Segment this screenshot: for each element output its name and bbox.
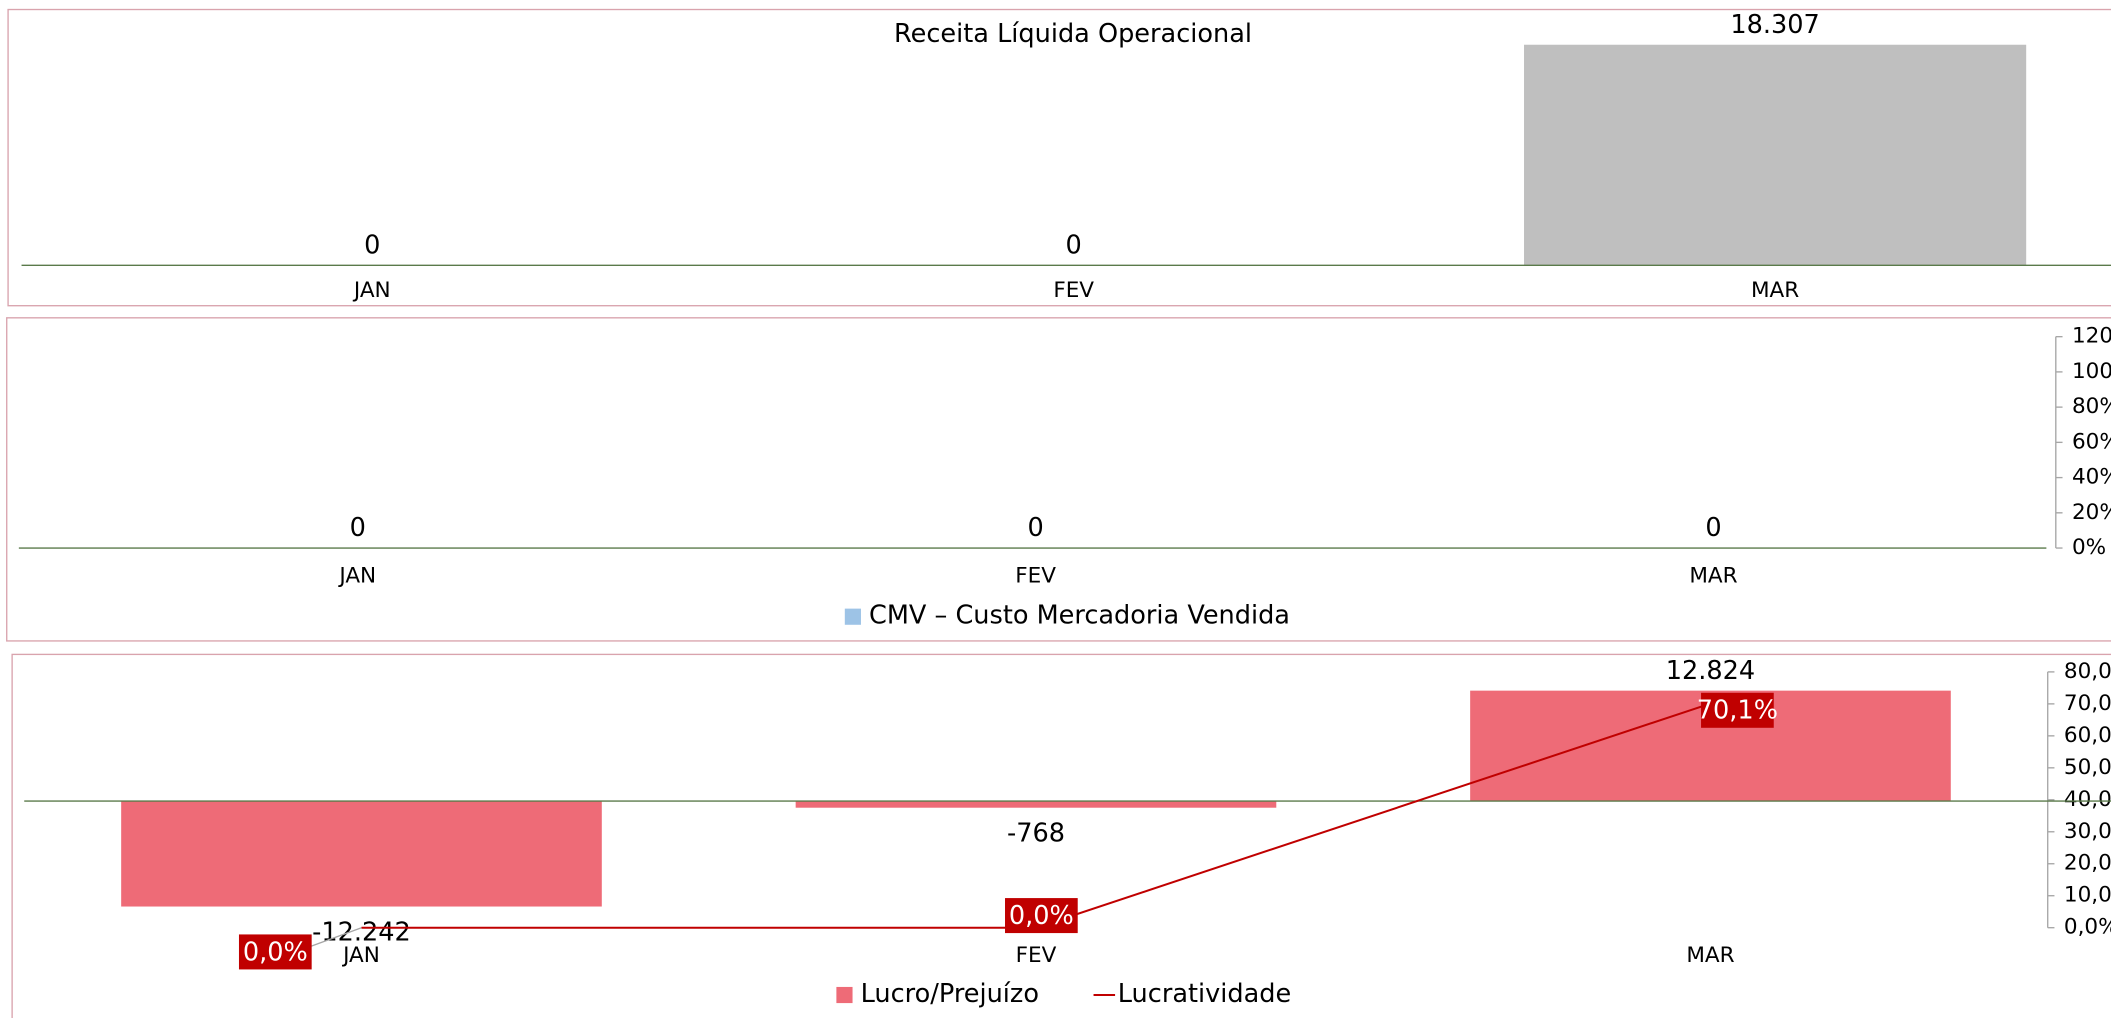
panel	[7, 8, 2111, 307]
y2-tick-label: 20,0%	[2064, 851, 2111, 876]
data-label: 0	[350, 513, 366, 543]
data-label: 0	[1066, 230, 1082, 260]
y2-tick-label: 20%	[2072, 500, 2111, 525]
x-tick-label: FEV	[1015, 563, 1056, 588]
y2-tick-label: 30,0%	[2064, 819, 2111, 844]
y2-tick-label: 80%	[2072, 394, 2111, 419]
x-tick-label: MAR	[1751, 278, 1799, 303]
y2-tick-label: 40%	[2072, 465, 2111, 490]
label-box	[1701, 692, 1774, 728]
x-tick-label: MAR	[1689, 563, 1737, 588]
data-label: 70,1%	[1697, 696, 1778, 726]
x-tick-label: JAN	[352, 278, 391, 303]
chart-title: Receita Líquida Operacional	[894, 19, 1252, 49]
data-label: 18.307	[1730, 10, 1819, 40]
data-label: -768	[1007, 819, 1065, 849]
y2-tick-label: 70,0%	[2064, 691, 2111, 716]
legend-label: Lucratividade	[1118, 979, 1291, 1009]
legend-key	[844, 608, 861, 625]
data-label: 0	[1028, 513, 1044, 543]
data-label: -12.242	[312, 917, 411, 947]
x-tick-label: JAN	[341, 943, 380, 968]
y2-tick-label: 0,0%	[2064, 915, 2111, 940]
data-label: 12.824	[1666, 656, 1755, 686]
legend-label: CMV – Custo Mercadoria Vendida	[869, 601, 1290, 631]
y2-tick-label: 80,0%	[2064, 659, 2111, 684]
y2-tick-label: 120%	[2072, 324, 2111, 349]
data-label: 0	[364, 230, 380, 260]
y2-tick-label: 0%	[2072, 535, 2106, 560]
bar	[795, 801, 1277, 808]
legend-key	[836, 986, 853, 1004]
x-tick-label: FEV	[1053, 278, 1094, 303]
data-label: 0	[1705, 513, 1721, 543]
x-tick-label: MAR	[1686, 943, 1734, 968]
y2-tick-label: 100%	[2072, 359, 2111, 384]
y2-tick-label: 60%	[2072, 429, 2111, 454]
panel	[11, 653, 2111, 1018]
leader-line	[310, 927, 362, 948]
y2-tick-label: 40,0%	[2064, 787, 2111, 812]
label-box	[1005, 898, 1078, 934]
bar	[1524, 44, 2027, 266]
x-tick-label: JAN	[337, 563, 376, 588]
y2-tick-label: 10,0%	[2064, 883, 2111, 908]
data-label: 0,0%	[1009, 901, 1074, 931]
y2-tick-label: 60,0%	[2064, 723, 2111, 748]
bar	[121, 801, 602, 907]
legend-label: Lucro/Prejuízo	[861, 979, 1039, 1009]
data-label: 0,0%	[243, 937, 308, 967]
y2-tick-label: 50,0%	[2064, 755, 2111, 780]
x-tick-label: FEV	[1016, 943, 1057, 968]
panel	[6, 317, 2111, 642]
label-box	[238, 934, 312, 970]
